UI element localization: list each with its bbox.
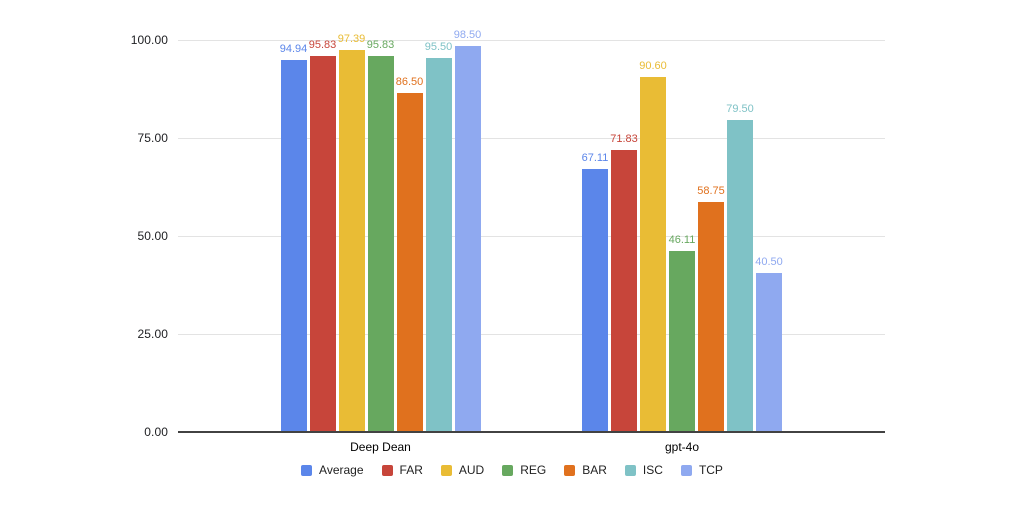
gridline [178, 236, 885, 237]
bar-value-label: 98.50 [453, 28, 482, 42]
legend-label: Average [319, 463, 364, 477]
bar-wrap: 67.11 [582, 152, 608, 432]
bar-value-text: 40.50 [755, 256, 783, 269]
legend-swatch-icon [680, 464, 692, 476]
legend-item-bar[interactable]: BAR [564, 463, 607, 477]
bar-aud-gpt-4o[interactable] [640, 76, 666, 432]
legend-item-aud[interactable]: AUD [440, 463, 485, 477]
bar-value-label: 40.50 [755, 256, 783, 269]
bar-far-gpt-4o[interactable] [611, 150, 637, 432]
bar-value-text: 71.83 [610, 133, 638, 146]
bar-bar-gpt-4o[interactable] [698, 201, 724, 432]
bar-value-label: 90.60 [639, 59, 667, 73]
legend-item-far[interactable]: FAR [381, 463, 423, 477]
legend-label: REG [520, 463, 547, 477]
bar-wrap: 71.83 [610, 133, 638, 432]
legend: Average FAR AUD REG BAR ISC TCP [0, 463, 1024, 477]
y-tick-label: 0.00 [144, 425, 168, 439]
legend-item-reg[interactable]: REG [502, 463, 546, 477]
bar-wrap: 58.75 [697, 184, 725, 432]
bar-wrap: 90.60 [639, 59, 667, 432]
legend-item-average[interactable]: Average [301, 463, 364, 477]
bar-wrap: 98.50 [453, 28, 482, 432]
bar-value-text: 94.94 [279, 42, 308, 55]
y-tick-label: 75.00 [137, 131, 168, 145]
bar-value-text: 98.50 [453, 28, 482, 41]
bar-value-text: 67.11 [581, 151, 609, 164]
bar-wrap: 86.50 [395, 75, 424, 432]
bar-wrap: 97.39 [337, 33, 366, 432]
y-tick-label: 100.00 [130, 33, 168, 47]
bar-group-deep-dean: 94.94 95.83 97.39 95.83 86.50 95.50 98.50 [279, 28, 482, 432]
bar-reg-gpt-4o[interactable] [669, 251, 695, 432]
x-axis-line [178, 431, 885, 433]
bar-value-label: 95.83 [366, 39, 395, 52]
bar-value-label: 97.39 [337, 33, 366, 46]
bar-value-label: 95.50 [424, 40, 453, 54]
bar-average-deep-dean[interactable] [280, 59, 307, 432]
gridline [178, 40, 885, 41]
y-tick-label: 50.00 [137, 229, 168, 243]
y-tick-label: 25.00 [137, 327, 168, 341]
legend-swatch-icon [502, 464, 514, 476]
bar-value-text: 95.50 [424, 40, 453, 53]
bar-value-label: 46.11 [668, 234, 696, 247]
bar-wrap: 94.94 [279, 42, 308, 432]
bar-value-text: 86.50 [395, 75, 424, 88]
bar-value-text: 97.39 [337, 33, 366, 46]
legend-label: ISC [642, 463, 663, 477]
bar-average-gpt-4o[interactable] [582, 168, 608, 432]
legend-item-tcp[interactable]: TCP [680, 463, 723, 477]
bar-bar-deep-dean[interactable] [396, 92, 423, 432]
bar-far-deep-dean[interactable] [309, 56, 336, 432]
bar-wrap: 46.11 [669, 234, 695, 432]
bar-value-label: 67.11 [581, 151, 609, 165]
bar-isc-gpt-4o[interactable] [727, 120, 753, 432]
bar-value-text: 95.83 [366, 39, 395, 52]
bar-isc-deep-dean[interactable] [425, 57, 452, 432]
legend-swatch-icon [381, 464, 393, 476]
legend-swatch-icon [440, 464, 452, 476]
bar-value-label: 95.83 [308, 39, 337, 52]
plot-area: 100.00 75.00 50.00 25.00 0.00 94.94 95.83 97.39… [131, 29, 885, 454]
bar-wrap: 40.50 [755, 256, 783, 432]
bar-aud-deep-dean[interactable] [338, 50, 365, 432]
bar-value-label: 86.50 [395, 75, 424, 89]
bar-wrap: 95.83 [366, 39, 395, 432]
gridline [178, 138, 885, 139]
legend-item-isc[interactable]: ISC [624, 463, 663, 477]
bar-value-label: 58.75 [697, 184, 725, 198]
bar-wrap: 95.83 [308, 39, 337, 432]
gridline [178, 334, 885, 335]
legend-swatch-icon [564, 464, 576, 476]
bar-value-text: 58.75 [697, 184, 725, 197]
bar-wrap: 79.50 [726, 103, 754, 432]
bar-reg-deep-dean[interactable] [367, 56, 394, 432]
legend-label: AUD [458, 463, 485, 477]
legend-label: BAR [582, 463, 607, 477]
category-label: gpt-4o [664, 440, 700, 454]
bar-value-label: 71.83 [610, 133, 638, 146]
legend-label: FAR [399, 463, 423, 477]
legend-label: TCP [698, 463, 723, 477]
bar-value-text: 46.11 [668, 234, 696, 247]
bar-value-label: 79.50 [726, 103, 754, 116]
legend-swatch-icon [301, 464, 313, 476]
bar-value-label: 94.94 [279, 42, 308, 56]
bar-value-text: 79.50 [726, 103, 754, 116]
bar-group-gpt-4o: 67.11 71.83 90.60 46.11 58.75 79.50 40.50 [582, 59, 783, 432]
bar-wrap: 95.50 [424, 40, 453, 432]
bar-tcp-gpt-4o[interactable] [756, 273, 782, 432]
legend-swatch-icon [624, 464, 636, 476]
bar-value-text: 95.83 [308, 39, 337, 52]
category-label: Deep Dean [350, 440, 411, 454]
bar-value-text: 90.60 [639, 59, 667, 72]
bar-tcp-deep-dean[interactable] [454, 45, 481, 432]
